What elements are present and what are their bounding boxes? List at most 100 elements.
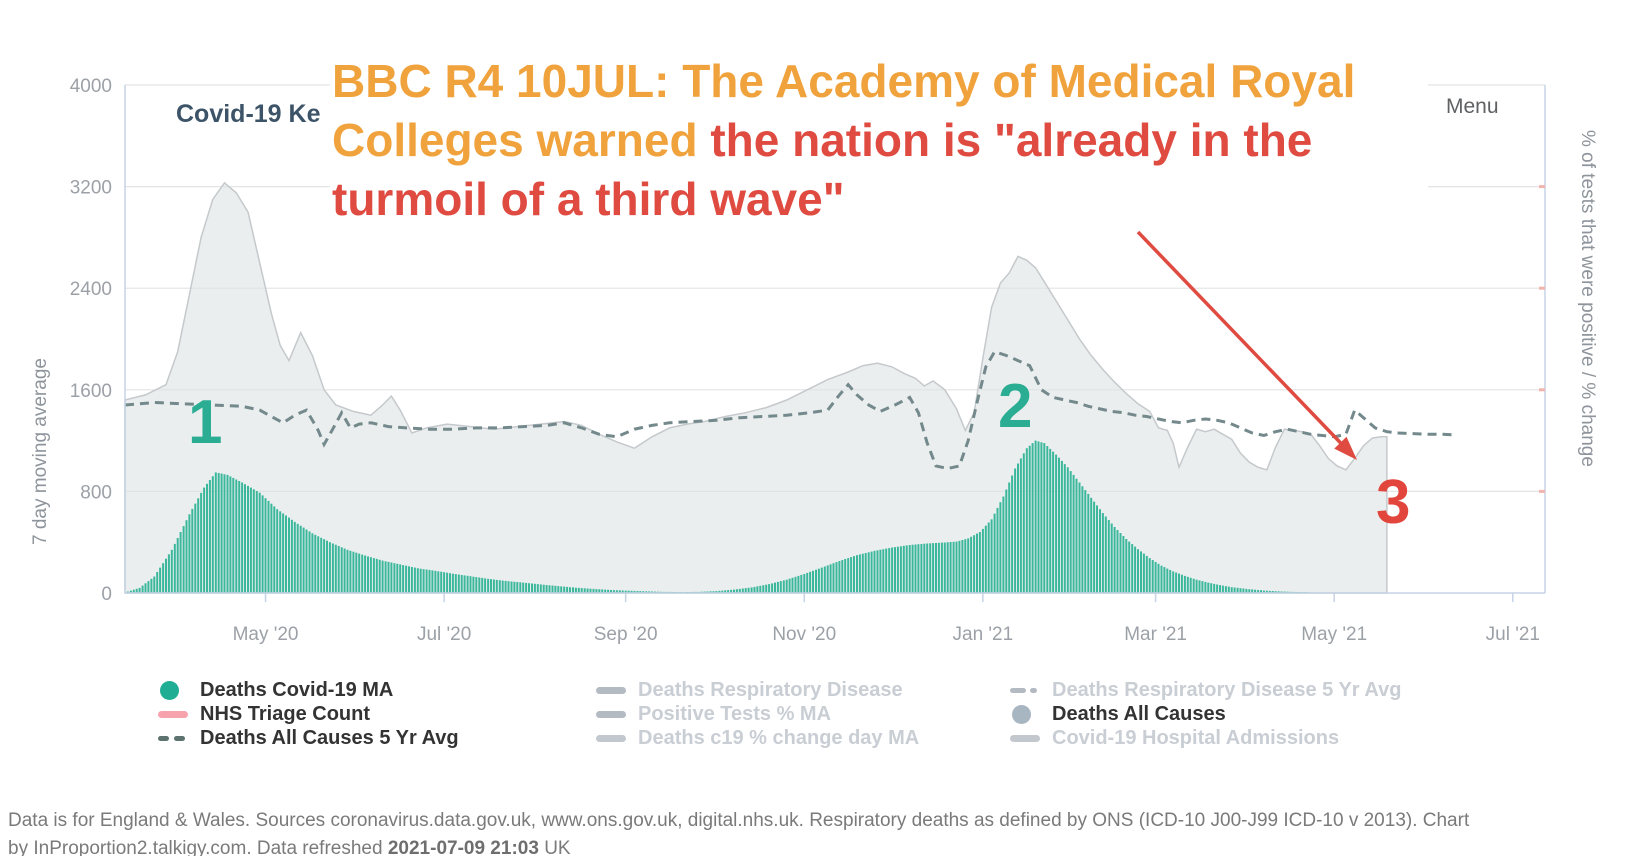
legend-item[interactable]: Deaths All Causes	[1010, 702, 1401, 726]
covid-deaths-bar	[217, 473, 220, 593]
legend-column: Deaths Respiratory Disease 5 Yr Avg Death…	[1010, 678, 1401, 750]
legend-item[interactable]: Covid-19 Hospital Admissions	[1010, 726, 1401, 750]
covid-deaths-bar	[413, 567, 416, 593]
covid-deaths-bar	[472, 576, 475, 593]
covid-deaths-bar	[244, 484, 246, 593]
covid-deaths-bar	[296, 523, 299, 593]
covid-deaths-bar	[501, 580, 504, 593]
covid-deaths-bar	[829, 564, 832, 593]
right-axis-label: % of tests that were positive / % change	[1577, 130, 1598, 467]
legend-item[interactable]: Deaths Respiratory Disease	[596, 678, 919, 702]
covid-deaths-bar	[516, 582, 519, 593]
y-tick-label: 800	[80, 482, 112, 503]
covid-deaths-bar	[1160, 565, 1163, 593]
covid-deaths-bar	[531, 583, 533, 593]
covid-deaths-bar	[744, 588, 747, 593]
covid-deaths-bar	[457, 574, 460, 593]
covid-deaths-bar	[870, 551, 873, 593]
covid-deaths-bar	[194, 503, 197, 593]
covid-deaths-bar	[832, 563, 835, 593]
covid-deaths-bar	[1078, 482, 1081, 593]
covid-deaths-bar	[1219, 585, 1221, 593]
covid-deaths-bar	[1002, 496, 1005, 593]
covid-deaths-bar	[346, 549, 349, 593]
legend-line-icon	[1010, 734, 1044, 742]
covid-deaths-bar	[1268, 590, 1271, 593]
covid-deaths-bar	[167, 554, 170, 593]
covid-deaths-bar	[498, 580, 501, 593]
covid-deaths-bar	[952, 541, 955, 593]
covid-deaths-bar	[1201, 581, 1204, 593]
covid-deaths-bar	[727, 590, 730, 593]
covid-deaths-bar	[908, 545, 911, 593]
covid-deaths-bar	[247, 485, 249, 593]
covid-deaths-bar	[302, 527, 305, 593]
covid-deaths-bar	[612, 590, 615, 593]
covid-deaths-bar	[381, 560, 384, 593]
covid-deaths-bar	[372, 558, 375, 593]
covid-deaths-bar	[560, 586, 563, 593]
covid-deaths-bar	[206, 483, 208, 593]
covid-deaths-bar	[1119, 533, 1122, 593]
covid-deaths-bar	[978, 532, 981, 593]
covid-deaths-bar	[566, 586, 569, 593]
covid-deaths-bar	[853, 556, 855, 593]
x-tick-label: May '20	[233, 624, 299, 645]
covid-deaths-bar	[1180, 574, 1183, 593]
covid-deaths-bar	[738, 588, 741, 593]
covid-deaths-bar	[182, 526, 185, 593]
covid-deaths-bar	[735, 589, 738, 593]
news-quote-annotation: BBC R4 10JUL: The Academy of Medical Roy…	[330, 46, 1428, 239]
covid-deaths-bar	[1213, 583, 1216, 593]
covid-deaths-bar	[1277, 591, 1280, 593]
covid-deaths-bar	[402, 565, 405, 593]
menu-button[interactable]: Menu	[1440, 94, 1505, 120]
covid-deaths-bar	[1022, 453, 1025, 593]
legend-item[interactable]: Deaths Respiratory Disease 5 Yr Avg	[1010, 678, 1401, 702]
covid-deaths-bar	[618, 590, 621, 593]
y-tick-label: 2400	[70, 279, 112, 300]
covid-deaths-bar	[1137, 549, 1139, 593]
covid-deaths-bar	[396, 563, 399, 593]
covid-deaths-bar	[1178, 573, 1180, 593]
legend-item[interactable]: Positive Tests % MA	[596, 702, 919, 726]
covid-deaths-bar	[604, 589, 607, 593]
covid-deaths-bar	[902, 545, 905, 593]
legend-item-label: Deaths Respiratory Disease	[638, 678, 903, 701]
covid-deaths-bar	[955, 541, 958, 593]
covid-deaths-bar	[873, 550, 876, 593]
covid-deaths-bar	[993, 513, 996, 593]
covid-deaths-bar	[147, 581, 150, 593]
covid-deaths-bar	[580, 588, 583, 593]
covid-deaths-bar	[1037, 441, 1040, 593]
legend: Deaths Covid-19 MA NHS Triage Count Deaths…	[0, 678, 1650, 764]
covid-deaths-bar	[624, 590, 627, 593]
legend-item[interactable]: NHS Triage Count	[158, 702, 459, 726]
covid-deaths-bar	[460, 575, 463, 593]
covid-deaths-bar	[1163, 567, 1166, 593]
covid-deaths-bar	[340, 547, 343, 593]
covid-deaths-bar	[1134, 546, 1137, 593]
covid-deaths-bar	[999, 502, 1002, 593]
covid-deaths-bar	[369, 557, 372, 593]
legend-item-label: Positive Tests % MA	[638, 702, 832, 725]
covid-deaths-bar	[753, 586, 756, 593]
covid-deaths-bar	[806, 572, 809, 593]
covid-deaths-bar	[533, 583, 536, 593]
legend-item-label: Deaths c19 % change day MA	[638, 726, 920, 749]
legend-column: Deaths Covid-19 MA NHS Triage Count Deaths…	[158, 678, 459, 750]
covid-deaths-bar	[1166, 568, 1169, 593]
legend-item[interactable]: Deaths c19 % change day MA	[596, 726, 919, 750]
covid-deaths-bar	[823, 566, 826, 593]
legend-item[interactable]: Deaths All Causes 5 Yr Avg	[158, 726, 459, 750]
covid-deaths-bar	[981, 528, 984, 593]
covid-deaths-bar	[1058, 457, 1060, 593]
covid-deaths-bar	[364, 555, 367, 593]
covid-deaths-bar	[270, 503, 273, 593]
covid-deaths-bar	[434, 570, 437, 593]
covid-deaths-bar	[519, 582, 522, 593]
covid-deaths-bar	[179, 532, 182, 593]
covid-deaths-bar	[440, 571, 443, 593]
covid-deaths-bar	[771, 583, 774, 593]
legend-item[interactable]: Deaths Covid-19 MA	[158, 678, 459, 702]
